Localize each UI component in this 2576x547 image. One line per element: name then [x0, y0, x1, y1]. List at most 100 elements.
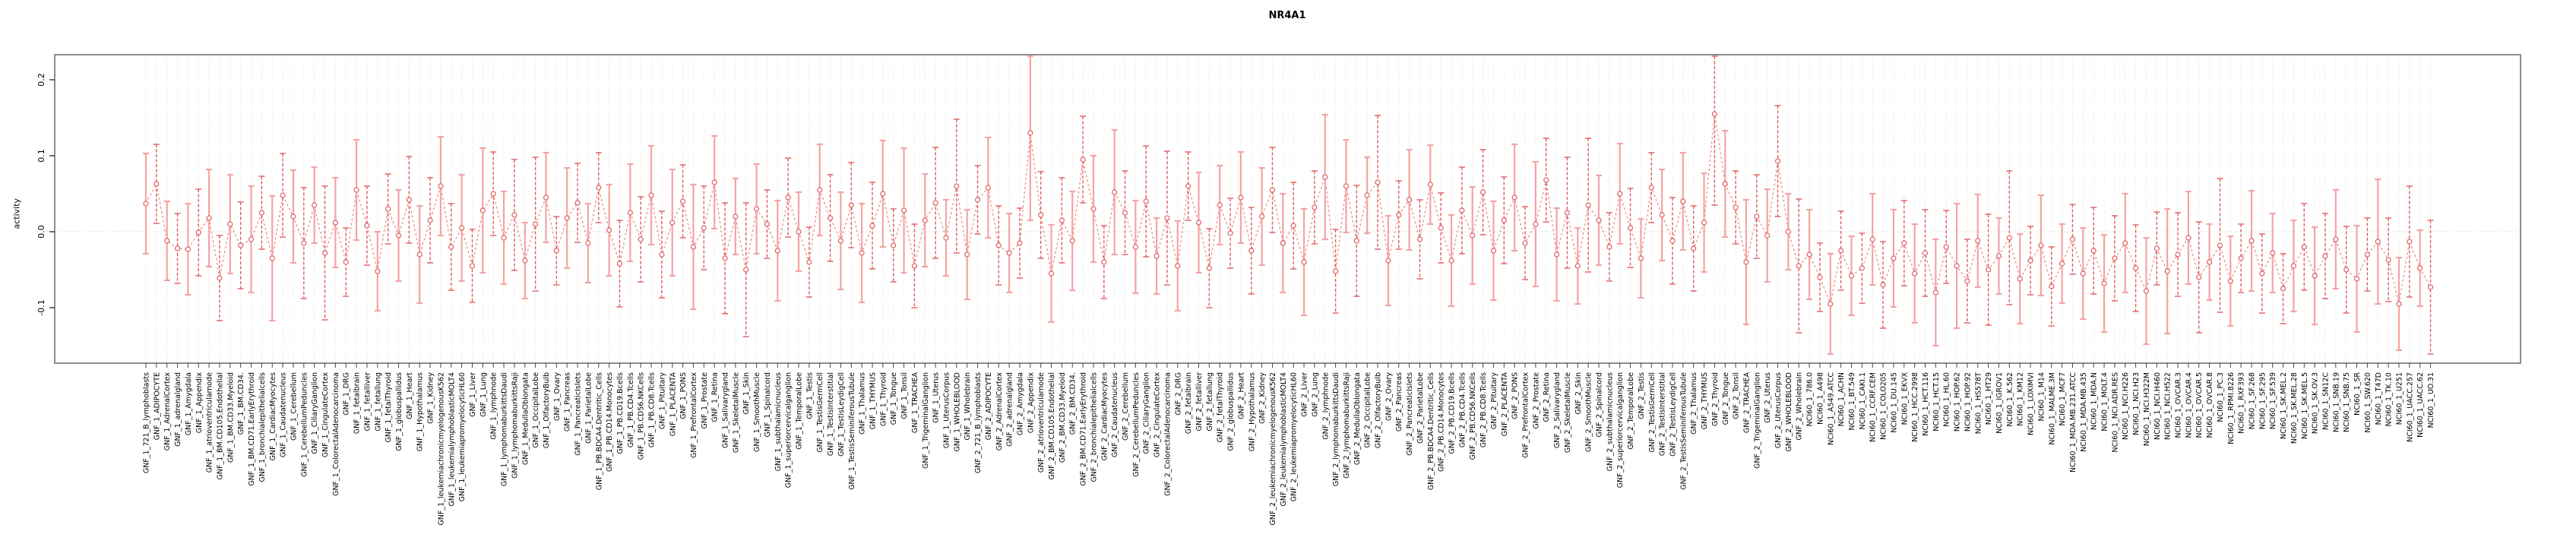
x-tick-label: GNF_1_SmoothMuscle: [753, 372, 761, 452]
data-point: [1069, 238, 1075, 244]
x-tick-label: GNF_1_CerebellumPeduncles: [300, 372, 309, 477]
data-point: [1669, 238, 1676, 244]
x-tick-label: GNF_1_CiliaryGanglion: [311, 372, 319, 454]
x-tick-label: NCI60_1_OVCAR.4: [2185, 372, 2193, 438]
x-tick-label: GNF_2_Liver: [1301, 372, 1309, 417]
x-tick-label: GNF_2_Appendix: [1027, 372, 1035, 434]
x-tick-label: NCI60_1_PC.3: [2217, 372, 2225, 422]
x-tick-label: GNF_2_PB.CD56.NKCells: [1469, 372, 1477, 460]
data-point: [164, 238, 170, 244]
data-point: [1880, 282, 1886, 288]
x-tick-label: NCI60_1_SK.OV.3: [2312, 372, 2320, 434]
data-point: [954, 183, 960, 189]
x-tick-label: GNF_2_Ovary: [1385, 372, 1393, 421]
data-point: [206, 215, 212, 221]
data-point: [248, 236, 255, 242]
x-tick-label: GNF_1_ParietalLobe: [584, 372, 593, 444]
x-tick-label: GNF_2_CardiacMyocytes: [1100, 372, 1109, 460]
x-tick-label: GNF_2_Hypothalamus: [1248, 372, 1256, 451]
data-point: [1564, 210, 1571, 216]
x-tick-label: GNF_1_Heart: [406, 372, 414, 419]
x-tick-label: NCI60_1_MOLT.4: [2101, 372, 2109, 432]
data-point: [1059, 217, 1065, 223]
data-point: [1438, 225, 1444, 231]
data-point: [1312, 204, 1318, 210]
x-tick-label: GNF_2_fetalThyroid: [1217, 372, 1225, 442]
x-tick-label: NCI60_1_TK.10: [2385, 372, 2394, 426]
x-tick-label: GNF_1_UterusCorpus: [942, 372, 951, 448]
x-tick-label: GNF_2_MedullaOblongata: [1353, 372, 1362, 465]
data-point: [1975, 238, 1981, 244]
data-point: [2164, 268, 2170, 274]
x-tick-label: GNF_2_SmoothMuscle: [1585, 372, 1593, 452]
x-tick-label: NCI60_1_SK.MEL.28: [2290, 372, 2299, 444]
x-tick-label: NCI60_1_HCC.2998: [1911, 372, 1919, 442]
x-tick-label: NCI60_1_UACC.62: [2416, 372, 2425, 438]
x-tick-label: GNF_1_TestisSeminiferousTubule: [848, 372, 856, 490]
x-tick-label: GNF_2_lymphomaburkittsRaji: [1343, 372, 1351, 479]
x-tick-label: NCI60_1_HL.60: [1943, 372, 1951, 427]
x-tick-label: GNF_2_PONS: [1511, 372, 1520, 419]
x-tick-label: GNF_1_fetalThyroid: [385, 372, 393, 442]
x-tick-label: GNF_1_fetalliver: [363, 372, 372, 432]
data-point: [143, 201, 149, 207]
x-tick-label: NCI60_1_UACC.257: [2406, 372, 2414, 442]
data-point: [1543, 177, 1549, 183]
data-point: [1596, 217, 1602, 223]
x-tick-label: NCI60_1_SW.620: [2364, 372, 2372, 433]
data-point: [774, 248, 780, 254]
x-tick-label: GNF_2_Prostate: [1532, 372, 1540, 429]
data-point: [1785, 229, 1791, 235]
x-tick-label: GNF_1_BM.CD33.Myeloid: [226, 372, 235, 463]
data-point: [406, 197, 412, 203]
data-point: [1943, 244, 1949, 250]
data-point: [1638, 255, 1644, 261]
data-point: [2417, 265, 2423, 271]
x-tick-label: GNF_2_Thyroid: [1711, 372, 1720, 426]
data-point: [1238, 194, 1244, 201]
data-point: [1301, 259, 1307, 265]
data-point: [1080, 157, 1086, 163]
data-point: [1364, 192, 1370, 198]
data-point: [501, 235, 507, 241]
data-point: [922, 217, 928, 223]
x-tick-label: GNF_1_PB.BDCA4.Dentritic_Cells: [595, 372, 603, 490]
x-tick-label: GNF_1_Uterus: [932, 372, 941, 423]
x-tick-label: GNF_1_Lung: [479, 372, 488, 417]
data-point: [1511, 194, 1517, 201]
data-point: [1006, 250, 1012, 256]
data-point: [596, 185, 602, 191]
data-point: [1112, 189, 1118, 195]
data-point: [796, 229, 802, 235]
x-tick-label: NCI60_1_NCI.H522: [2164, 372, 2173, 440]
x-tick-label: GNF_1_PB.CD8.Tcells: [648, 372, 657, 447]
data-point: [469, 263, 476, 269]
x-tick-label: GNF_2_PLACENTA: [1501, 372, 1509, 437]
y-tick-label: 0.2: [36, 73, 46, 87]
data-point: [1406, 197, 1413, 203]
data-point: [1817, 274, 1823, 280]
x-tick-label: GNF_2_Pancreas: [1395, 372, 1404, 432]
x-tick-label: GNF_1_Wholebrain: [964, 372, 972, 441]
data-point: [2333, 236, 2339, 242]
data-point: [1343, 183, 1350, 189]
data-point: [2217, 242, 2223, 248]
x-tick-label: GNF_1_CingulateCortex: [321, 372, 330, 458]
data-point: [1722, 181, 1728, 187]
x-tick-label: GNF_2_Kidney: [1258, 372, 1267, 424]
data-points: [143, 111, 2434, 307]
data-point: [2080, 270, 2086, 277]
x-tick-label: GNF_2_BM.CD34.: [1069, 372, 1078, 435]
data-point: [806, 259, 812, 265]
data-point: [2206, 259, 2213, 265]
data-point: [2270, 250, 2276, 256]
data-point: [648, 192, 654, 198]
data-point: [2375, 239, 2381, 245]
x-tick-label: GNF_2_subthalamicnucleus: [1606, 372, 1614, 471]
data-point: [217, 275, 223, 281]
x-tick-label: GNF_1_fetallung: [374, 372, 382, 432]
x-tick-label: GNF_2_lymphnode: [1321, 372, 1330, 440]
x-tick-label: GNF_1_PrefrontalCortex: [690, 372, 698, 458]
data-point: [2385, 257, 2391, 263]
